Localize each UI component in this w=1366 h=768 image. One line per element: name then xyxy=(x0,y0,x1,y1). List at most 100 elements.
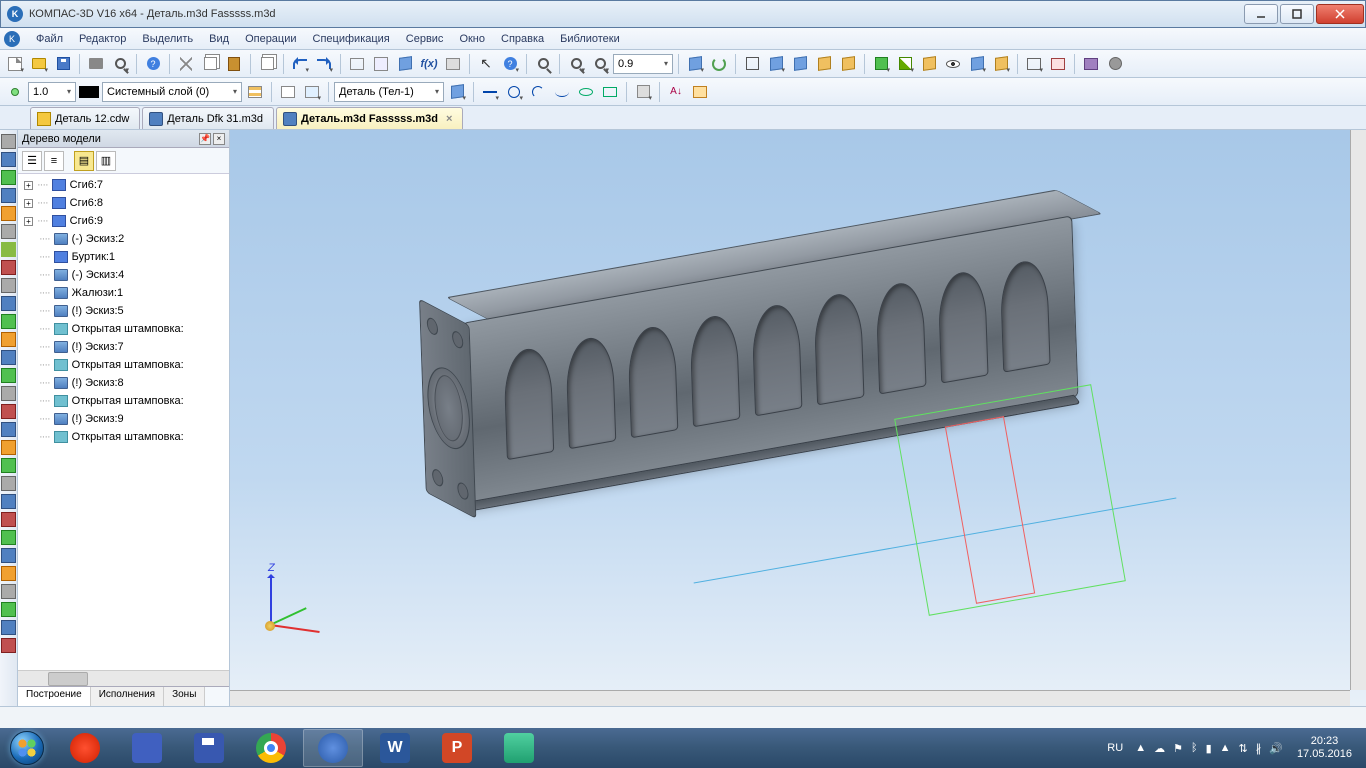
perspe2-button[interactable] xyxy=(813,53,835,75)
tree-tab[interactable]: Построение xyxy=(18,687,91,706)
proj-button[interactable] xyxy=(277,81,299,103)
tree-struct-button[interactable]: ☰ xyxy=(22,151,42,171)
tree-item[interactable]: ····Открытая штамповка: xyxy=(20,320,227,338)
proj2-button[interactable] xyxy=(301,81,323,103)
annotate-button[interactable] xyxy=(1047,53,1069,75)
tree-tab[interactable]: Исполнения xyxy=(91,687,164,706)
tree-item[interactable]: ····(-) Эскиз:4 xyxy=(20,266,227,284)
menu-file[interactable]: Файл xyxy=(28,31,71,47)
task-chrome[interactable] xyxy=(241,729,301,767)
zoom-out-button[interactable] xyxy=(589,53,611,75)
sketch3-button[interactable] xyxy=(689,81,711,103)
tree-item[interactable]: ····Жалюзи:1 xyxy=(20,284,227,302)
tray-cloud-icon[interactable]: ☁ xyxy=(1154,742,1165,755)
tree-item[interactable]: ····(!) Эскиз:8 xyxy=(20,374,227,392)
tree-view2-button[interactable]: ▥ xyxy=(96,151,116,171)
ltool-rib[interactable] xyxy=(1,314,16,329)
help-mode-button[interactable]: ? xyxy=(142,53,164,75)
scale-combo[interactable]: 1.0 xyxy=(28,82,76,102)
ltool-edit[interactable] xyxy=(1,152,16,167)
sketch2-button[interactable]: A↓ xyxy=(665,81,687,103)
tree-item[interactable]: +····Сги6:9 xyxy=(20,212,227,230)
hide-button[interactable] xyxy=(942,53,964,75)
simplify-button[interactable] xyxy=(918,53,940,75)
ltool-weld[interactable] xyxy=(1,602,16,617)
zoom-in-button[interactable] xyxy=(565,53,587,75)
ltool-axis[interactable] xyxy=(1,440,16,455)
ltool-scale[interactable] xyxy=(1,386,16,401)
tree-item[interactable]: ····(!) Эскиз:5 xyxy=(20,302,227,320)
ltool-mirror[interactable] xyxy=(1,368,16,383)
explode-button[interactable] xyxy=(990,53,1012,75)
tree-filter-button[interactable]: ≡ xyxy=(44,151,64,171)
redo-button[interactable] xyxy=(313,53,335,75)
ltool-shell[interactable] xyxy=(1,296,16,311)
layer-combo[interactable]: Системный слой (0) xyxy=(102,82,242,102)
tray-bt-icon[interactable]: ᛒ xyxy=(1191,742,1198,754)
menu-window[interactable]: Окно xyxy=(451,31,493,47)
ltool-other[interactable] xyxy=(1,620,16,635)
tool-vars-button[interactable] xyxy=(442,53,464,75)
tree-item[interactable]: ····Открытая штамповка: xyxy=(20,392,227,410)
orient-button[interactable] xyxy=(684,53,706,75)
property-panel[interactable] xyxy=(0,706,1366,728)
tree-item[interactable]: +····Сги6:8 xyxy=(20,194,227,212)
task-file-manager[interactable] xyxy=(117,729,177,767)
section-button[interactable] xyxy=(894,53,916,75)
zoom-fit-button[interactable] xyxy=(532,53,554,75)
new-doc-button[interactable] xyxy=(4,53,26,75)
geom-rect-button[interactable] xyxy=(599,81,621,103)
tree-item[interactable]: ····(!) Эскиз:7 xyxy=(20,338,227,356)
tray-volume-icon[interactable]: 🔊 xyxy=(1269,742,1283,755)
select-arrow-button[interactable]: ↖ xyxy=(475,53,497,75)
ltool-thread[interactable] xyxy=(1,404,16,419)
tree-pin-button[interactable]: 📌 xyxy=(199,133,211,145)
ltool-misc[interactable] xyxy=(1,638,16,653)
ltool-chamfer[interactable] xyxy=(1,278,16,293)
undo-button[interactable] xyxy=(289,53,311,75)
menu-select[interactable]: Выделить xyxy=(134,31,201,47)
tree-hscroll[interactable] xyxy=(18,670,229,686)
body-button[interactable] xyxy=(446,81,468,103)
lang-indicator[interactable]: RU xyxy=(1103,740,1127,756)
tray-wifi-icon[interactable]: ⇅ xyxy=(1239,742,1248,755)
color-button[interactable] xyxy=(78,81,100,103)
menu-service[interactable]: Сервис xyxy=(398,31,452,47)
layer-mgr-button[interactable] xyxy=(244,81,266,103)
zoom-combo[interactable]: 0.9 xyxy=(613,54,673,74)
ltool-check[interactable] xyxy=(1,530,16,545)
doc-tab[interactable]: Деталь Dfk 31.m3d xyxy=(142,107,274,129)
ltool-pattern[interactable] xyxy=(1,350,16,365)
geom-spline-button[interactable] xyxy=(551,81,573,103)
lib2-button[interactable] xyxy=(1104,53,1126,75)
cut-button[interactable] xyxy=(175,53,197,75)
start-button[interactable] xyxy=(0,728,54,768)
tray-flag-icon[interactable]: ▲ xyxy=(1135,742,1146,754)
lib-button[interactable] xyxy=(1080,53,1102,75)
tray-bluetooth-icon[interactable]: ∦ xyxy=(1256,742,1262,755)
clock[interactable]: 20:23 17.05.2016 xyxy=(1291,735,1358,761)
tray-battery-icon[interactable]: ▮ xyxy=(1206,742,1212,755)
ltool-curve[interactable] xyxy=(1,476,16,491)
doc-tab[interactable]: Деталь 12.cdw xyxy=(30,107,140,129)
measure-button[interactable] xyxy=(966,53,988,75)
ltool-hole[interactable] xyxy=(1,242,16,257)
ltool-flatten[interactable] xyxy=(1,584,16,599)
constraint-button[interactable] xyxy=(632,81,654,103)
ltool-sheet[interactable] xyxy=(1,548,16,563)
minimize-button[interactable] xyxy=(1244,4,1278,24)
wireframe-button[interactable] xyxy=(741,53,763,75)
ltool-point[interactable] xyxy=(1,458,16,473)
ltool-draft[interactable] xyxy=(1,332,16,347)
menu-specification[interactable]: Спецификация xyxy=(305,31,398,47)
ltool-extrude[interactable] xyxy=(1,170,16,185)
viewport-vscroll[interactable] xyxy=(1350,130,1366,690)
tree-close-button[interactable]: × xyxy=(213,133,225,145)
menu-editor[interactable]: Редактор xyxy=(71,31,134,47)
menu-operations[interactable]: Операции xyxy=(237,31,304,47)
view-button[interactable] xyxy=(1023,53,1045,75)
tree-body[interactable]: +····Сги6:7+····Сги6:8+····Сги6:9····(-)… xyxy=(18,174,229,670)
tree-item[interactable]: ····Буртик:1 xyxy=(20,248,227,266)
task-word[interactable]: W xyxy=(365,729,425,767)
task-kompas[interactable] xyxy=(303,729,363,767)
